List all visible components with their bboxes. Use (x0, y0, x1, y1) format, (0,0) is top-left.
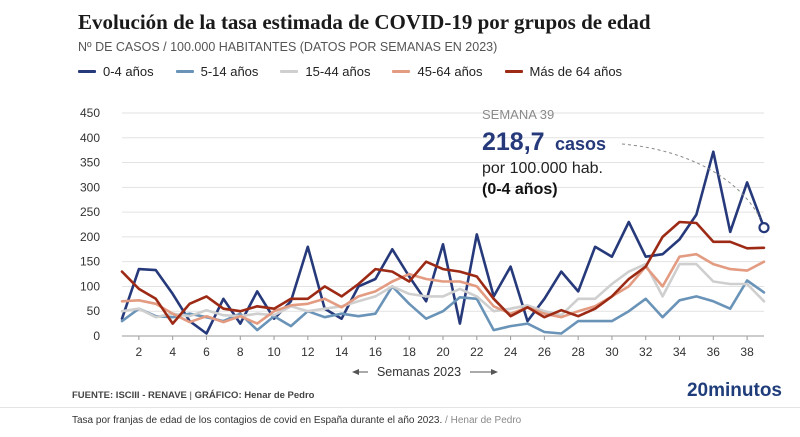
y-tick-label: 300 (80, 180, 100, 194)
y-tick-label: 200 (80, 230, 100, 244)
legend-swatch (175, 70, 194, 73)
x-tick-label: 26 (538, 345, 552, 359)
annotation: SEMANA 39 218,7 casos por 100.000 hab. (… (482, 107, 770, 234)
x-tick-label: 10 (267, 345, 281, 359)
y-tick-label: 250 (80, 205, 100, 219)
series-line-2 (120, 279, 766, 335)
series-lines (120, 150, 766, 335)
annotation-week: SEMANA 39 (482, 107, 554, 122)
x-axis-label-group: Semanas 2023 (352, 365, 498, 379)
annotation-value: 218,7 (482, 128, 545, 156)
footer-divider (0, 407, 800, 408)
legend-swatch (392, 70, 411, 73)
y-tick-label: 150 (80, 255, 100, 269)
x-tick-label: 28 (571, 345, 585, 359)
legend-label: 15-44 años (305, 64, 371, 79)
grid-lines (122, 112, 764, 337)
x-tick-label: 14 (335, 345, 349, 359)
legend-item: 0-4 años (78, 64, 154, 79)
legend-label: 5-14 años (200, 64, 259, 79)
graphic-credit: GRÁFICO: Henar de Pedro (194, 390, 315, 401)
x-axis-arrowhead-right (491, 369, 498, 375)
x-tick-label: 36 (707, 345, 721, 359)
x-tick-label: 4 (169, 345, 176, 359)
y-tick-label: 50 (87, 304, 101, 318)
source-label: FUENTE: ISCIII - RENAVE (72, 390, 187, 401)
legend-label: Más de 64 años (529, 64, 623, 79)
x-tick-label: 22 (470, 345, 484, 359)
annotation-line3: (0-4 años) (482, 181, 558, 198)
legend-label: 45-64 años (417, 64, 483, 79)
series-line-5 (120, 220, 766, 325)
brand-logo[interactable]: 20minutos (686, 380, 782, 401)
x-tick-label: 34 (673, 345, 687, 359)
x-tick-label: 6 (203, 345, 210, 359)
annotation-marker (758, 222, 770, 234)
x-tick-label: 16 (369, 345, 383, 359)
y-tick-label: 100 (80, 279, 100, 293)
annotation-connector (621, 143, 761, 219)
y-tick-label: 350 (80, 156, 100, 170)
series-line-1 (120, 150, 766, 335)
x-tick-label: 32 (639, 345, 653, 359)
legend-swatch (280, 70, 299, 73)
legend-item: Más de 64 años (504, 64, 623, 79)
x-tick-label: 8 (237, 345, 244, 359)
series-line-3 (120, 262, 766, 319)
legend-swatch (78, 70, 96, 73)
annotation-value-line: 218,7 casos (482, 128, 606, 156)
x-tick-label: 12 (301, 345, 315, 359)
series-line-4 (120, 252, 766, 325)
x-tick-label: 38 (740, 345, 754, 359)
y-tick-label: 400 (80, 131, 100, 145)
x-tick-label: 18 (403, 345, 417, 359)
source-line: FUENTE: ISCIII - RENAVE | GRÁFICO: Henar… (72, 390, 314, 401)
legend-swatch (504, 70, 523, 73)
x-tick-label: 20 (436, 345, 450, 359)
legend-item: 15-44 años (280, 64, 370, 79)
chart-title: Evolución de la tasa estimada de COVID-1… (78, 10, 651, 34)
x-tick-label: 2 (136, 345, 143, 359)
x-axis-label: Semanas 2023 (377, 365, 461, 379)
annotation-unit: casos (555, 134, 606, 154)
y-tick-label: 450 (80, 106, 100, 120)
caption-text: Tasa por franjas de edad de los contagio… (72, 415, 443, 426)
annotation-line2: por 100.000 hab. (482, 160, 603, 177)
y-tick-label: 0 (93, 329, 100, 343)
chart-subtitle: Nº DE CASOS / 100.000 HABITANTES (DATOS … (78, 40, 498, 54)
x-axis-ticks: 2 4 6 8 10 12 14 16 18 20 22 24 26 28 30 32 34 36 38 (136, 336, 754, 359)
x-tick-label: 24 (504, 345, 518, 359)
legend-item: 45-64 años (392, 64, 483, 79)
y-axis-ticks: 0 50 100 150 200 250 300 350 400 450 (80, 106, 100, 343)
legend-label: 0-4 años (103, 64, 154, 79)
legend-item: 5-14 años (175, 64, 259, 79)
source-separator: | (189, 390, 192, 401)
x-tick-label: 30 (605, 345, 619, 359)
caption: Tasa por franjas de edad de los contagio… (72, 415, 521, 426)
x-axis-arrowhead-left (352, 369, 359, 375)
caption-credit: / Henar de Pedro (445, 415, 522, 426)
legend: 0-4 años 5-14 años 15-44 años 45-64 años Más… (78, 64, 622, 79)
